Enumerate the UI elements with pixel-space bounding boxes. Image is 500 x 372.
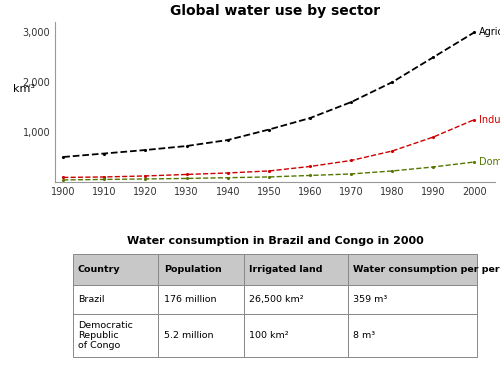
Bar <box>158 314 244 357</box>
Text: Country: Country <box>78 265 120 274</box>
Bar <box>348 314 478 357</box>
Text: 26,500 km²: 26,500 km² <box>250 295 304 304</box>
Text: Population: Population <box>164 265 222 274</box>
Bar <box>244 285 348 314</box>
Text: Domestic use: Domestic use <box>478 157 500 167</box>
Text: Agriculture: Agriculture <box>478 27 500 37</box>
Text: Democratic
Republic
of Congo: Democratic Republic of Congo <box>78 321 133 350</box>
Bar <box>244 254 348 285</box>
Bar <box>158 285 244 314</box>
Text: Brazil: Brazil <box>78 295 104 304</box>
Text: Industrial use: Industrial use <box>478 115 500 125</box>
Text: 100 km²: 100 km² <box>250 331 289 340</box>
Bar <box>348 285 478 314</box>
Bar <box>348 254 478 285</box>
Text: 8 m³: 8 m³ <box>353 331 375 340</box>
Text: Irrigated land: Irrigated land <box>250 265 323 274</box>
Text: Water consumption per person: Water consumption per person <box>353 265 500 274</box>
Text: Water consumption in Brazil and Congo in 2000: Water consumption in Brazil and Congo in… <box>126 236 424 246</box>
Bar <box>72 285 158 314</box>
Text: 176 million: 176 million <box>164 295 216 304</box>
Bar <box>244 314 348 357</box>
Text: 359 m³: 359 m³ <box>353 295 387 304</box>
Y-axis label: km³: km³ <box>13 84 35 94</box>
Title: Global water use by sector: Global water use by sector <box>170 4 380 18</box>
Text: 5.2 million: 5.2 million <box>164 331 213 340</box>
Bar <box>158 254 244 285</box>
Bar <box>72 314 158 357</box>
Bar <box>72 254 158 285</box>
